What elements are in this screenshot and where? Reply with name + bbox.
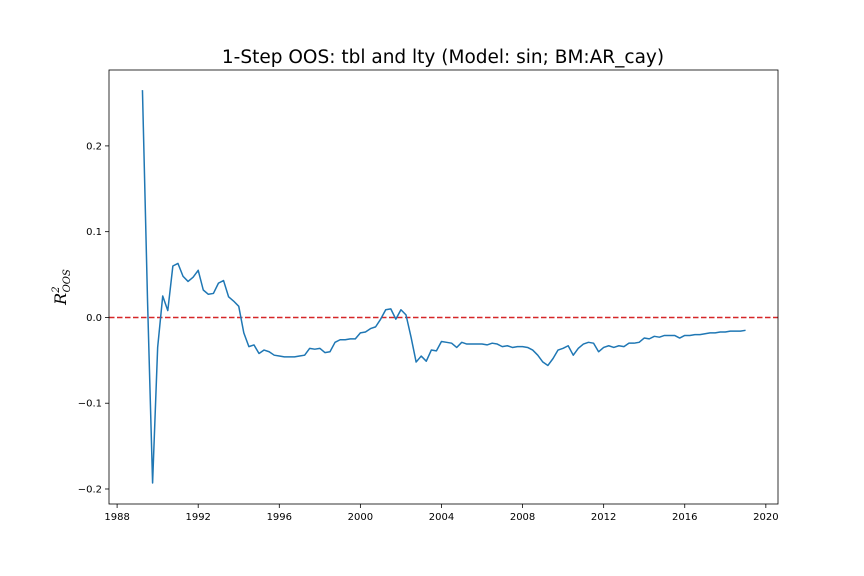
x-tick-label: 2004: [429, 512, 454, 523]
y-tick-label: 0.0: [86, 313, 102, 324]
plot-frame: [108, 69, 779, 505]
y-axis: −0.2 −0.1 0.0 0.1 0.2: [78, 141, 109, 495]
x-axis: 1988 1992 1996 2000 2004 2008 2012 2016 2020: [104, 504, 779, 523]
x-tick-label: 2000: [348, 512, 373, 523]
x-tick-label: 1996: [267, 512, 292, 523]
y-tick-label: −0.1: [78, 399, 102, 410]
x-tick-label: 1992: [185, 512, 210, 523]
x-tick-label: 2016: [672, 512, 697, 523]
x-tick-label: 2008: [510, 512, 535, 523]
x-tick-label: 1988: [104, 512, 129, 523]
y-tick-label: −0.2: [78, 484, 102, 495]
y-tick-label: 0.2: [86, 141, 102, 152]
x-tick-label: 2020: [753, 512, 778, 523]
y-tick-label: 0.1: [86, 227, 102, 238]
series-group: [141, 90, 746, 484]
series-line-0: [141, 90, 746, 484]
x-tick-label: 2012: [591, 512, 616, 523]
chart-title: 1-Step OOS: tbl and lty (Model: sin; BM:…: [222, 47, 664, 68]
y-axis-label: R2OOS: [51, 269, 73, 306]
